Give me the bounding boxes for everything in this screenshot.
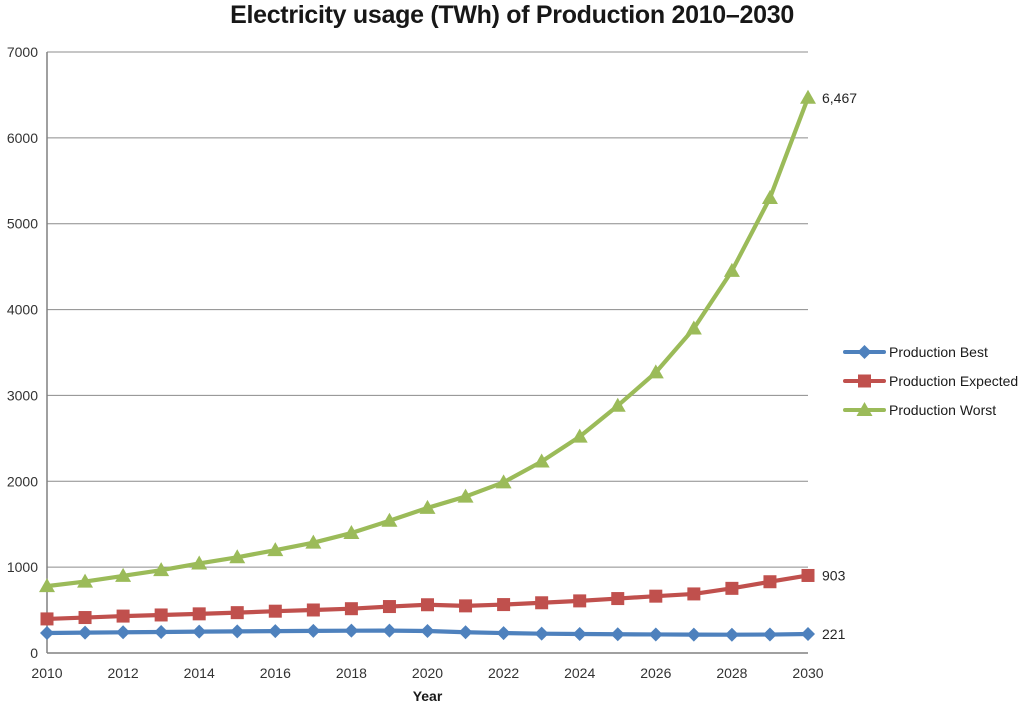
x-tick-label: 2012 <box>108 665 139 681</box>
marker-production-worst <box>115 567 132 582</box>
marker-production-best <box>496 626 511 641</box>
marker-production-best <box>78 625 93 640</box>
marker-production-best <box>458 625 473 640</box>
y-tick-label: 2000 <box>7 473 38 489</box>
marker-production-expected <box>230 606 244 620</box>
marker-production-worst <box>39 578 55 593</box>
marker-production-expected <box>344 602 358 616</box>
legend-marker-production-best <box>857 345 872 359</box>
marker-production-worst <box>647 364 664 379</box>
end-label-production-worst: 6,467 <box>822 90 857 106</box>
marker-production-worst <box>685 320 702 335</box>
x-tick-label: 2024 <box>564 665 595 681</box>
x-tick-label: 2014 <box>184 665 215 681</box>
marker-production-best <box>534 626 549 641</box>
y-tick-label: 4000 <box>7 302 38 318</box>
y-tick-label: 3000 <box>7 387 38 403</box>
marker-production-expected <box>535 596 549 610</box>
marker-production-best <box>382 623 397 638</box>
marker-production-best <box>420 624 435 639</box>
marker-production-worst <box>77 573 94 588</box>
marker-production-expected <box>763 575 777 589</box>
marker-production-worst <box>457 488 474 503</box>
y-tick-label: 7000 <box>7 44 38 60</box>
marker-production-best <box>268 624 283 639</box>
marker-production-worst <box>153 562 170 577</box>
marker-production-best <box>192 624 207 639</box>
marker-production-best <box>154 624 169 639</box>
marker-production-expected <box>116 609 130 623</box>
marker-production-expected <box>40 612 54 626</box>
marker-production-expected <box>192 607 206 621</box>
x-axis-title: Year <box>413 688 443 704</box>
marker-production-worst <box>495 474 512 489</box>
marker-production-expected <box>268 604 282 618</box>
marker-production-worst <box>761 189 778 204</box>
x-tick-label: 2016 <box>260 665 291 681</box>
marker-production-expected <box>78 611 92 625</box>
marker-production-worst <box>533 453 550 468</box>
x-tick-label: 2010 <box>31 665 62 681</box>
x-tick-label: 2018 <box>336 665 367 681</box>
marker-production-expected <box>497 598 511 612</box>
marker-production-worst <box>723 262 740 277</box>
marker-production-expected <box>382 600 396 614</box>
marker-production-expected <box>649 589 663 603</box>
x-tick-label: 2028 <box>716 665 747 681</box>
marker-production-expected <box>154 608 168 622</box>
y-tick-label: 5000 <box>7 216 38 232</box>
legend-label-production-expected: Production Expected <box>889 373 1018 389</box>
marker-production-best <box>344 623 359 638</box>
y-tick-label: 1000 <box>7 559 38 575</box>
marker-production-worst <box>609 397 626 412</box>
marker-production-best <box>648 627 663 642</box>
y-tick-label: 6000 <box>7 130 38 146</box>
marker-production-expected <box>573 594 587 608</box>
marker-production-expected <box>459 599 473 613</box>
marker-production-worst <box>267 542 284 557</box>
legend-marker-production-worst <box>856 402 873 416</box>
x-tick-label: 2030 <box>792 665 823 681</box>
end-label-production-best: 221 <box>822 626 846 642</box>
marker-production-worst <box>381 512 398 527</box>
end-label-production-expected: 903 <box>822 567 846 583</box>
x-tick-label: 2020 <box>412 665 443 681</box>
x-tick-label: 2022 <box>488 665 519 681</box>
marker-production-best <box>306 623 321 638</box>
marker-production-worst <box>305 534 322 549</box>
marker-production-best <box>762 627 777 642</box>
marker-production-expected <box>306 603 320 617</box>
legend-label-production-best: Production Best <box>889 344 988 360</box>
marker-production-worst <box>800 89 816 104</box>
marker-production-expected <box>611 592 625 606</box>
marker-production-worst <box>571 428 588 443</box>
marker-production-worst <box>191 555 208 570</box>
marker-production-expected <box>421 598 434 612</box>
marker-production-expected <box>687 587 701 601</box>
y-tick-label: 0 <box>30 645 38 661</box>
legend-marker-production-expected <box>858 374 871 388</box>
marker-production-worst <box>419 499 436 514</box>
marker-production-expected <box>725 581 739 595</box>
marker-production-best <box>572 627 587 642</box>
marker-production-best <box>40 625 54 640</box>
marker-production-worst <box>229 549 246 564</box>
marker-production-best <box>801 627 815 642</box>
legend-label-production-worst: Production Worst <box>889 402 996 418</box>
marker-production-best <box>610 627 625 642</box>
x-tick-label: 2026 <box>640 665 671 681</box>
chart-title: Electricity usage (TWh) of Production 20… <box>230 1 794 29</box>
marker-production-best <box>116 625 131 640</box>
marker-production-worst <box>343 525 360 540</box>
marker-production-best <box>686 627 701 642</box>
marker-production-expected <box>801 568 815 582</box>
marker-production-best <box>230 624 245 639</box>
marker-production-best <box>724 627 739 642</box>
